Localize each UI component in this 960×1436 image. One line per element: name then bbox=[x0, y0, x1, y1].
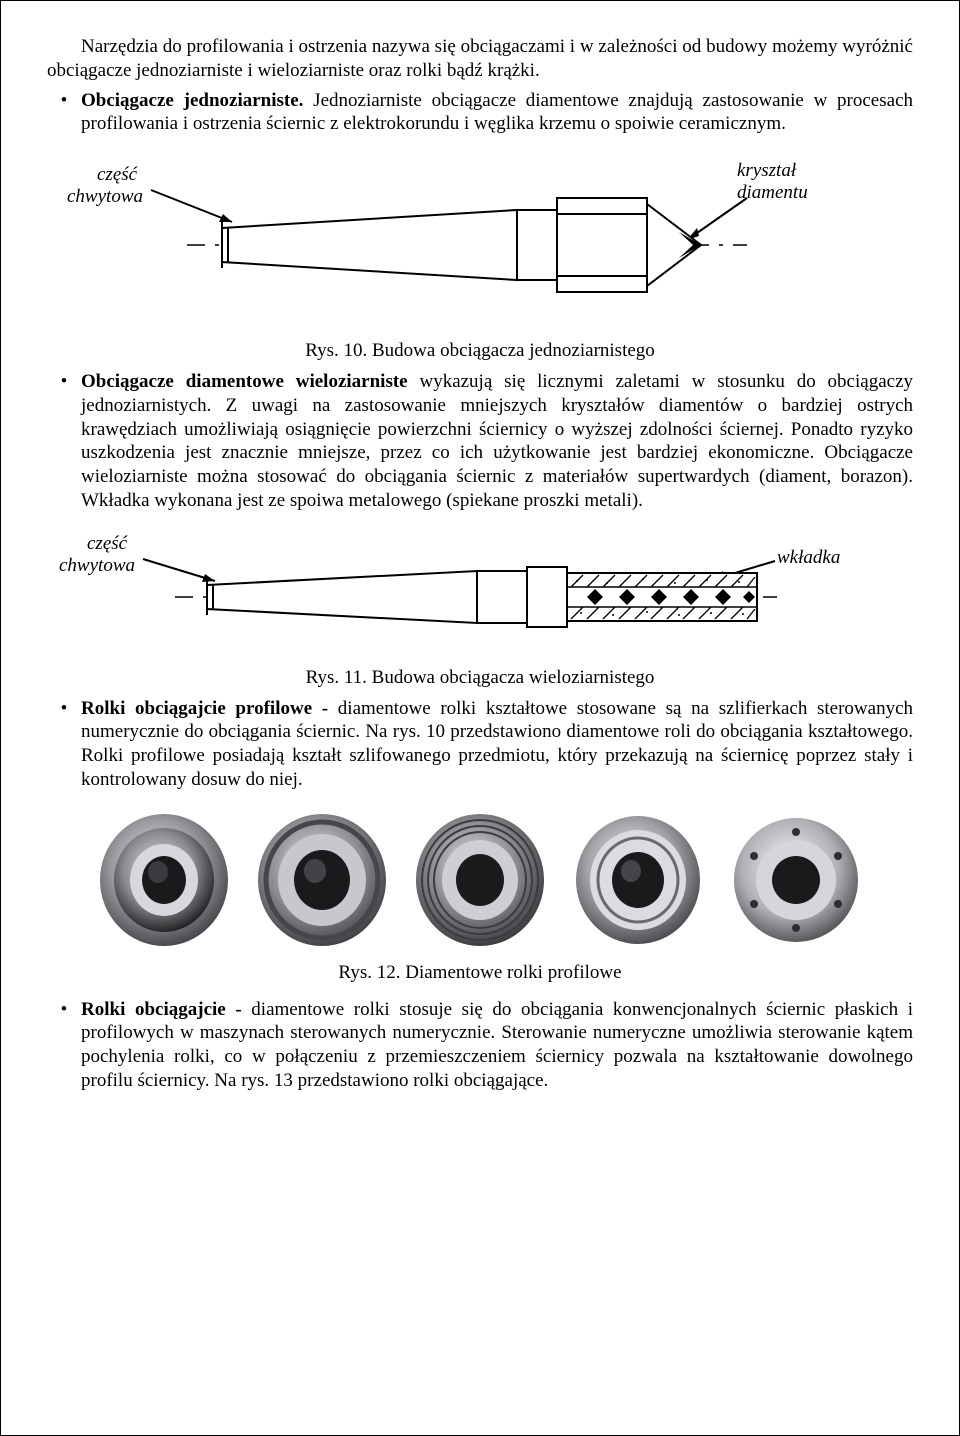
bullet-title: Obciągacze diamentowe wieloziarniste bbox=[81, 371, 408, 392]
bullet-rolki: • Rolki obciągajcie - diamentowe rolki s… bbox=[47, 998, 913, 1093]
figure-12 bbox=[47, 802, 913, 952]
bullet-title: Rolki obciągajcie profilowe - bbox=[81, 698, 328, 719]
bullet-jednoziarniste: • Obciągacze jednoziarniste. Jednoziarni… bbox=[47, 89, 913, 137]
fig10-label-right-1: kryształ bbox=[737, 160, 797, 181]
roller-5 bbox=[726, 802, 866, 952]
figure-10-caption: Rys. 10. Budowa obciągacza jednoziarnist… bbox=[47, 340, 913, 362]
fig11-label-right: wkładka bbox=[777, 547, 840, 568]
fig10-label-left-2: chwytowa bbox=[67, 186, 143, 207]
fig11-label-left-2: chwytowa bbox=[59, 555, 135, 576]
bullet-title: Obciągacze jednoziarniste. bbox=[81, 90, 303, 111]
bullet-rolki-profilowe: • Rolki obciągajcie profilowe - diamento… bbox=[47, 697, 913, 792]
roller-3 bbox=[410, 802, 550, 952]
bullet-title: Rolki obciągajcie - bbox=[81, 999, 242, 1020]
fig11-label-left-1: część bbox=[87, 533, 128, 554]
roller-4 bbox=[568, 802, 708, 952]
figure-11-svg: część chwytowa wkładka bbox=[47, 517, 907, 657]
roller-2 bbox=[252, 802, 392, 952]
figure-11: część chwytowa wkładka bbox=[47, 517, 913, 657]
roller-1 bbox=[94, 802, 234, 952]
figure-11-caption: Rys. 11. Budowa obciągacza wieloziarnist… bbox=[47, 667, 913, 689]
figure-12-caption: Rys. 12. Diamentowe rolki profilowe bbox=[47, 962, 913, 984]
figure-10-svg: część chwytowa kryształ diamentu bbox=[47, 140, 907, 330]
bullet-icon: • bbox=[47, 89, 81, 113]
intro-paragraph: Narzędzia do profilowania i ostrzenia na… bbox=[47, 35, 913, 83]
bullet-icon: • bbox=[47, 998, 81, 1022]
page: Narzędzia do profilowania i ostrzenia na… bbox=[0, 0, 960, 1436]
bullet-icon: • bbox=[47, 370, 81, 394]
figure-10: część chwytowa kryształ diamentu bbox=[47, 140, 913, 330]
fig10-label-right-2: diamentu bbox=[737, 182, 808, 203]
bullet-wieloziarniste: • Obciągacze diamentowe wieloziarniste w… bbox=[47, 370, 913, 513]
fig10-label-left-1: część bbox=[97, 164, 138, 185]
bullet-icon: • bbox=[47, 697, 81, 721]
